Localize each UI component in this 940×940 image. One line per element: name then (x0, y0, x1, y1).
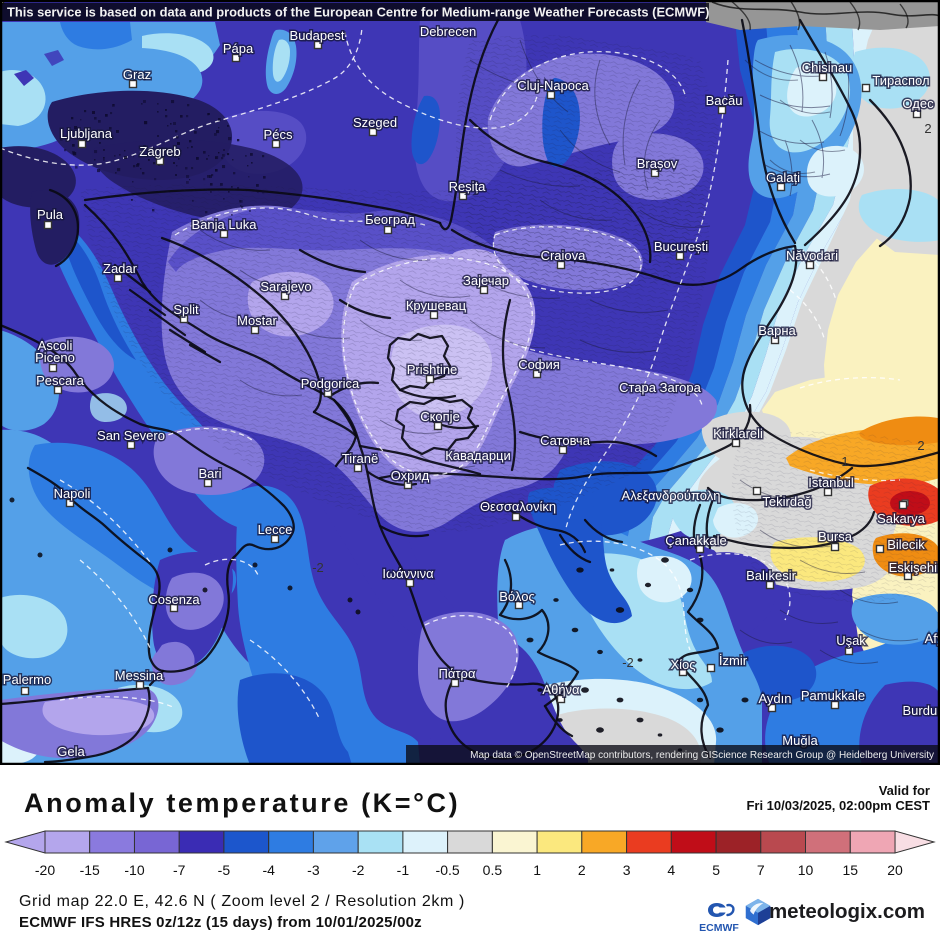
svg-text:3: 3 (623, 862, 631, 878)
svg-text:2: 2 (578, 862, 586, 878)
svg-text:-1: -1 (397, 862, 410, 878)
svg-text:Reșița: Reșița (449, 179, 487, 194)
svg-text:-2: -2 (312, 560, 324, 575)
svg-text:-4: -4 (262, 862, 275, 878)
svg-text:Pula: Pula (37, 207, 64, 222)
svg-text:Cosenza: Cosenza (148, 592, 200, 607)
svg-text:15: 15 (843, 862, 859, 878)
svg-text:Зајечар: Зајечар (463, 273, 509, 288)
svg-text:Piceno: Piceno (35, 350, 75, 365)
svg-text:San Severo: San Severo (97, 428, 165, 443)
svg-text:Pescara: Pescara (36, 373, 84, 388)
svg-text:Ascoli: Ascoli (38, 338, 73, 353)
svg-text:Uşak: Uşak (836, 633, 866, 648)
svg-text:Palermo: Palermo (3, 672, 51, 687)
svg-text:Крушевац: Крушевац (406, 298, 467, 313)
svg-text:Bilecik: Bilecik (887, 537, 925, 552)
svg-text:Sakarya: Sakarya (877, 511, 925, 526)
svg-text:ECMWF: ECMWF (699, 922, 739, 934)
svg-text:Тираспол: Тираспол (872, 73, 929, 88)
svg-text:Tekirdağ: Tekirdağ (762, 494, 811, 509)
svg-text:İzmir: İzmir (719, 653, 748, 668)
svg-text:-15: -15 (80, 862, 100, 878)
svg-text:Zadar: Zadar (103, 261, 138, 276)
svg-text:20: 20 (887, 862, 903, 878)
svg-text:Craiova: Craiova (541, 248, 587, 263)
svg-text:Ιωάννινα: Ιωάννινα (382, 566, 434, 581)
svg-text:-2: -2 (622, 655, 634, 670)
svg-text:Split: Split (173, 302, 199, 317)
svg-text:Chisinau: Chisinau (802, 60, 853, 75)
svg-text:Βόλος: Βόλος (499, 589, 534, 604)
svg-text:This service is based on data: This service is based on data and produc… (7, 5, 709, 20)
svg-text:Стара Загора: Стара Загора (619, 380, 701, 395)
svg-text:Lecce: Lecce (258, 522, 293, 537)
svg-text:Одес: Одес (902, 96, 934, 111)
svg-text:-7: -7 (173, 862, 186, 878)
svg-text:2: 2 (924, 121, 931, 136)
svg-text:-20: -20 (35, 862, 55, 878)
svg-text:Sarajevo: Sarajevo (260, 279, 311, 294)
svg-text:Messina: Messina (115, 668, 164, 683)
svg-text:Tiranë: Tiranë (342, 451, 378, 466)
svg-text:Galați: Galați (766, 170, 800, 185)
svg-text:Bari: Bari (198, 466, 221, 481)
svg-text:Năvodari: Năvodari (786, 248, 838, 263)
svg-text:Debrecen: Debrecen (420, 24, 476, 39)
svg-text:Pamukkale: Pamukkale (801, 688, 865, 703)
svg-text:Πάτρα: Πάτρα (439, 666, 476, 681)
svg-text:Banja Luka: Banja Luka (191, 217, 257, 232)
svg-text:Mostar: Mostar (237, 313, 277, 328)
svg-text:-0.5: -0.5 (436, 862, 460, 878)
svg-text:Pécs: Pécs (264, 127, 293, 142)
svg-text:Ljubljana: Ljubljana (60, 126, 113, 141)
svg-text:-2: -2 (352, 862, 365, 878)
svg-text:5: 5 (712, 862, 720, 878)
svg-text:Pápa: Pápa (223, 41, 254, 56)
svg-text:Αθήνα: Αθήνα (542, 682, 580, 697)
svg-text:Budapest: Budapest (290, 28, 345, 43)
svg-text:Podgorica: Podgorica (301, 376, 360, 391)
svg-text:București: București (654, 239, 708, 254)
svg-text:София: София (518, 357, 560, 372)
svg-text:Кавадарци: Кавадарци (445, 448, 511, 463)
svg-text:Istanbul: Istanbul (808, 475, 854, 490)
svg-text:4: 4 (667, 862, 675, 878)
svg-text:Београд: Београд (365, 212, 415, 227)
svg-text:Αλεξανδρούπολη: Αλεξανδρούπολη (622, 488, 721, 503)
svg-text:Bacău: Bacău (706, 93, 743, 108)
svg-text:Kirklareli: Kirklareli (713, 426, 763, 441)
svg-text:Χίος: Χίος (670, 657, 695, 672)
svg-text:Охрид: Охрид (391, 468, 430, 483)
svg-text:1: 1 (533, 862, 541, 878)
svg-text:Szeged: Szeged (353, 115, 397, 130)
svg-text:Balıkesir: Balıkesir (746, 568, 797, 583)
svg-text:Prishtine: Prishtine (407, 362, 458, 377)
svg-text:Gela: Gela (57, 744, 85, 759)
svg-text:0.5: 0.5 (483, 862, 503, 878)
svg-text:Скопје: Скопје (420, 409, 460, 424)
svg-text:Çanakkale: Çanakkale (665, 533, 726, 548)
svg-text:Brașov: Brașov (637, 156, 678, 171)
svg-text:Eskişehir: Eskişehir (889, 560, 940, 575)
svg-text:Сатовча: Сатовча (540, 433, 591, 448)
svg-text:Afy: Afy (925, 631, 940, 646)
svg-text:-3: -3 (307, 862, 320, 878)
svg-text:Aydın: Aydın (758, 691, 791, 706)
svg-text:Θεσσαλονίκη: Θεσσαλονίκη (480, 499, 556, 514)
svg-text:Zagreb: Zagreb (139, 144, 180, 159)
svg-text:Bursa: Bursa (818, 529, 853, 544)
svg-text:Map data © OpenStreetMap contr: Map data © OpenStreetMap contributors, r… (470, 750, 934, 761)
svg-text:Graz: Graz (123, 67, 151, 82)
svg-text:7: 7 (757, 862, 765, 878)
svg-text:-5: -5 (218, 862, 231, 878)
svg-text:Cluj-Napoca: Cluj-Napoca (517, 78, 589, 93)
svg-text:10: 10 (798, 862, 814, 878)
svg-text:Burdur: Burdur (902, 703, 940, 718)
svg-text:-10: -10 (124, 862, 144, 878)
svg-text:Варна: Варна (758, 323, 796, 338)
svg-text:Napoli: Napoli (54, 486, 91, 501)
